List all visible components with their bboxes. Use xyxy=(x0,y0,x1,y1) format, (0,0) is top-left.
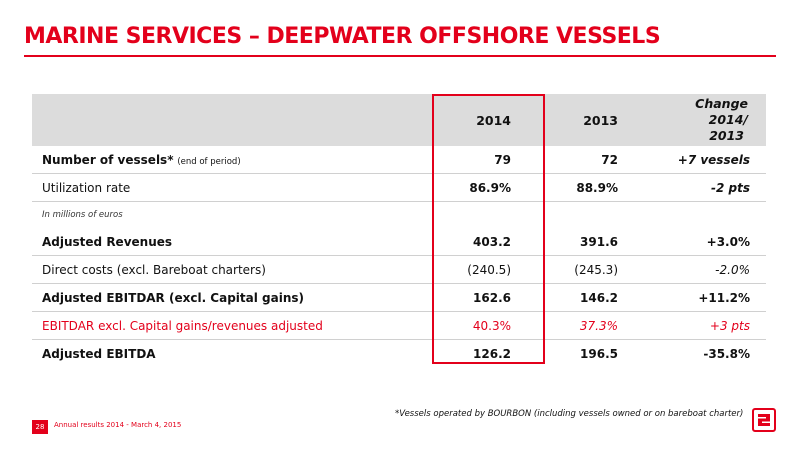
header-change-line1: Change xyxy=(695,96,748,111)
page-number: 28 xyxy=(32,420,48,434)
table-row-ebitda: Adjusted EBITDA 126.2 196.5 -35.8% xyxy=(32,340,766,368)
table-header-row: 2014 2013 Change 2014/ 2013 xyxy=(32,94,766,146)
table-row-utilization: Utilization rate 86.9% 88.9% -2 pts xyxy=(32,173,766,202)
cell-2013: (245.3) xyxy=(545,255,652,284)
row-label: Adjusted EBITDAR (excl. Capital gains) xyxy=(32,283,432,312)
logo-glyph xyxy=(758,414,770,426)
header-change-line2: 2014/ xyxy=(708,112,748,127)
header-2013: 2013 xyxy=(545,94,652,146)
cell-2013: 391.6 xyxy=(545,228,652,256)
header-label-cell xyxy=(32,94,432,146)
row-label: EBITDAR excl. Capital gains/revenues adj… xyxy=(32,311,432,340)
cell-2014: (240.5) xyxy=(432,255,545,284)
row-label-main: Number of vessels* xyxy=(42,152,174,167)
financial-table: 2014 2013 Change 2014/ 2013 Number of ve… xyxy=(32,94,766,367)
table-row-vessels: Number of vessels* (end of period) 79 72… xyxy=(32,146,766,174)
cell-2014: 79 xyxy=(432,146,545,174)
cell-2014: 126.2 xyxy=(473,346,511,361)
footnote: *Vessels operated by BOURBON (including … xyxy=(395,409,744,419)
table-row-revenues: Adjusted Revenues 403.2 391.6 +3.0% xyxy=(32,228,766,256)
cell-change: +3.0% xyxy=(652,228,766,256)
row-label-note: (end of period) xyxy=(177,156,241,167)
cell-2013: 196.5 xyxy=(580,346,618,361)
cell-2013: 72 xyxy=(545,146,652,174)
cell-2014: 162.6 xyxy=(432,283,545,312)
cell-2013: 146.2 xyxy=(545,283,652,312)
table-row-ebitdar-margin: EBITDAR excl. Capital gains/revenues adj… xyxy=(32,311,766,340)
footer-text: Annual results 2014 - March 4, 2015 xyxy=(54,421,182,429)
row-label: Direct costs (excl. Bareboat charters) xyxy=(32,255,432,284)
cell-change: +7 vessels xyxy=(652,146,766,174)
title-underline xyxy=(24,55,776,57)
units-note: In millions of euros xyxy=(42,210,123,220)
row-label: Utilization rate xyxy=(32,173,432,202)
cell-2014: 86.9% xyxy=(432,173,545,202)
bourbon-logo-icon xyxy=(752,408,776,432)
cell-change: +11.2% xyxy=(652,283,766,312)
cell-change: -2 pts xyxy=(652,173,766,202)
cell-change: +3 pts xyxy=(652,311,766,340)
page-title: MARINE SERVICES – DEEPWATER OFFSHORE VES… xyxy=(24,24,661,49)
cell-2013: 37.3% xyxy=(545,311,652,340)
header-change: Change 2014/ 2013 xyxy=(652,94,766,146)
table-row-units-note: In millions of euros xyxy=(32,202,766,229)
table-row-direct-costs: Direct costs (excl. Bareboat charters) (… xyxy=(32,255,766,284)
row-label: Adjusted EBITDA xyxy=(42,346,156,361)
row-label: Number of vessels* (end of period) xyxy=(32,146,432,174)
header-2014: 2014 xyxy=(432,94,545,146)
cell-2014: 40.3% xyxy=(432,311,545,340)
financial-table-container: 2014 2013 Change 2014/ 2013 Number of ve… xyxy=(32,94,766,367)
row-label: Adjusted Revenues xyxy=(32,228,432,256)
cell-change: -35.8% xyxy=(703,346,750,361)
cell-change: -2.0% xyxy=(652,255,766,284)
cell-2014: 403.2 xyxy=(432,228,545,256)
table-row-ebitdar: Adjusted EBITDAR (excl. Capital gains) 1… xyxy=(32,283,766,312)
header-change-line3: 2013 xyxy=(709,128,744,143)
cell-2013: 88.9% xyxy=(545,173,652,202)
